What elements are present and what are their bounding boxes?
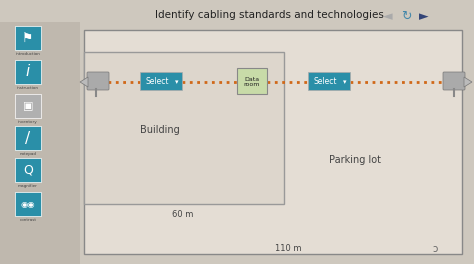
Bar <box>84 52 284 204</box>
Text: magnifier: magnifier <box>18 184 38 188</box>
Text: Identify cabling standards and technologies: Identify cabling standards and technolog… <box>155 10 384 20</box>
Bar <box>15 94 41 118</box>
FancyBboxPatch shape <box>87 72 109 90</box>
Bar <box>0 22 80 264</box>
Text: contrast: contrast <box>19 218 36 222</box>
Text: ▣: ▣ <box>23 101 33 111</box>
Bar <box>84 30 462 254</box>
Polygon shape <box>80 77 88 87</box>
Text: ⚑: ⚑ <box>22 31 34 45</box>
Bar <box>15 126 41 150</box>
FancyBboxPatch shape <box>308 72 350 90</box>
FancyBboxPatch shape <box>237 68 267 94</box>
Bar <box>15 60 41 84</box>
Text: notepad: notepad <box>19 152 36 156</box>
Text: Select: Select <box>145 78 169 87</box>
Text: Parking lot: Parking lot <box>329 155 381 165</box>
Text: /: / <box>26 130 30 145</box>
Text: ◄: ◄ <box>383 10 393 23</box>
Text: ▾: ▾ <box>343 79 347 85</box>
Text: introduction: introduction <box>16 52 40 56</box>
Text: Data
room: Data room <box>244 77 260 87</box>
FancyBboxPatch shape <box>140 72 182 90</box>
Text: inventory: inventory <box>18 120 38 124</box>
Text: ▾: ▾ <box>175 79 179 85</box>
Text: ►: ► <box>419 10 429 23</box>
Bar <box>15 26 41 50</box>
Bar <box>15 158 41 182</box>
Text: ◉◉: ◉◉ <box>21 200 35 209</box>
Bar <box>15 192 41 216</box>
Text: i: i <box>26 64 30 79</box>
Text: Building: Building <box>140 125 180 135</box>
Text: instruction: instruction <box>17 86 39 90</box>
Text: ↄ: ↄ <box>432 244 438 254</box>
Text: Q: Q <box>23 163 33 177</box>
FancyBboxPatch shape <box>443 72 465 90</box>
Text: 110 m: 110 m <box>275 244 301 253</box>
Text: 60 m: 60 m <box>173 210 194 219</box>
Polygon shape <box>464 77 472 87</box>
Text: ↻: ↻ <box>401 10 411 23</box>
Text: Select: Select <box>313 78 337 87</box>
